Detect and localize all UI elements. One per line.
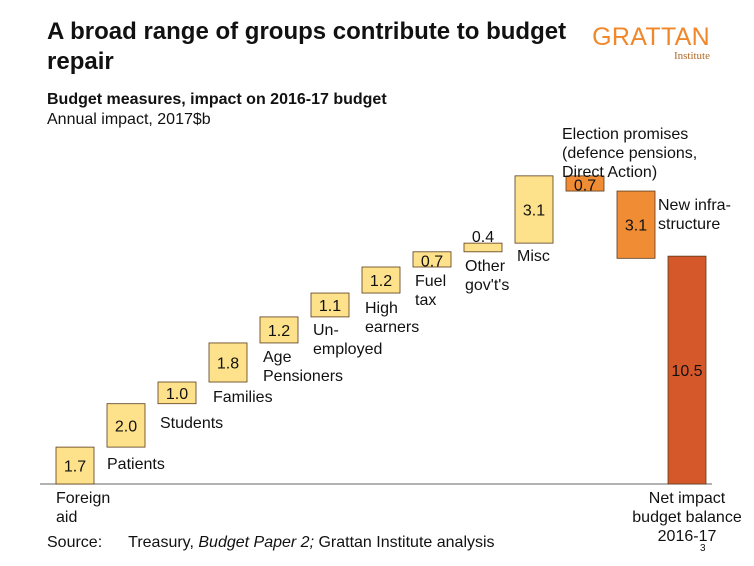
page-title: A broad range of groups contribute to bu… xyxy=(47,18,567,75)
bar-12 xyxy=(667,255,707,485)
value-label-6: 1.2 xyxy=(370,273,392,290)
source-text-2: Grattan Institute analysis xyxy=(314,534,495,551)
category-label-8: Other gov't's xyxy=(465,258,509,294)
bar-1 xyxy=(106,403,146,448)
grattan-logo: GRATTAN Institute xyxy=(586,22,710,62)
value-label-11: 3.1 xyxy=(625,218,647,235)
category-label-4: Age Pensioners xyxy=(263,349,343,385)
bar-10 xyxy=(565,175,605,192)
bar-9 xyxy=(514,175,554,244)
value-label-5: 1.1 xyxy=(319,298,341,315)
bar-3 xyxy=(208,342,248,383)
category-label-12: Net impact budget balance 2016-17 xyxy=(632,490,742,545)
value-label-2: 1.0 xyxy=(166,386,188,403)
bar-11 xyxy=(616,190,656,259)
source-label: Source: xyxy=(47,534,103,551)
value-label-7: 0.7 xyxy=(421,254,443,271)
source-note: Source: Treasury, Budget Paper 2; Grattan… xyxy=(47,534,495,552)
page-number: 3 xyxy=(700,543,706,554)
logo-wordmark: GRATTAN xyxy=(592,23,710,51)
category-label-3: Families xyxy=(213,389,273,406)
chart-subtitle: Budget measures, impact on 2016-17 budge… xyxy=(47,91,387,108)
chart-units: Annual impact, 2017$b xyxy=(47,111,211,128)
value-label-0: 1.7 xyxy=(64,459,86,476)
bar-6 xyxy=(361,266,401,294)
logo-subtitle: Institute xyxy=(673,50,710,62)
bar-5 xyxy=(310,292,350,318)
category-label-1: Patients xyxy=(107,456,165,473)
category-label-5: Un-employed xyxy=(313,322,382,358)
bar-8 xyxy=(463,242,503,253)
category-label-10: Election promises (defence pensions, Direc… xyxy=(562,126,697,181)
value-label-3: 1.8 xyxy=(217,355,239,372)
source-text: Treasury, xyxy=(128,534,199,551)
value-label-8: 0.4 xyxy=(472,229,494,246)
category-label-6: High earners xyxy=(365,300,419,336)
bar-4 xyxy=(259,316,299,344)
value-label-12: 10.5 xyxy=(671,363,702,380)
value-label-1: 2.0 xyxy=(115,418,137,435)
category-label-11: New infra-structure xyxy=(658,197,731,233)
category-label-2: Students xyxy=(160,415,223,432)
bar-0 xyxy=(55,446,95,485)
bar-7 xyxy=(412,251,452,268)
category-label-7: Fuel tax xyxy=(415,273,446,309)
source-italic: Budget Paper 2; xyxy=(198,534,315,551)
category-label-0: Foreign aid xyxy=(56,490,110,526)
value-label-4: 1.2 xyxy=(268,323,290,340)
value-label-9: 3.1 xyxy=(523,202,545,219)
bar-2 xyxy=(157,381,197,405)
value-label-10: 0.7 xyxy=(574,178,596,195)
category-label-9: Misc xyxy=(517,248,550,265)
